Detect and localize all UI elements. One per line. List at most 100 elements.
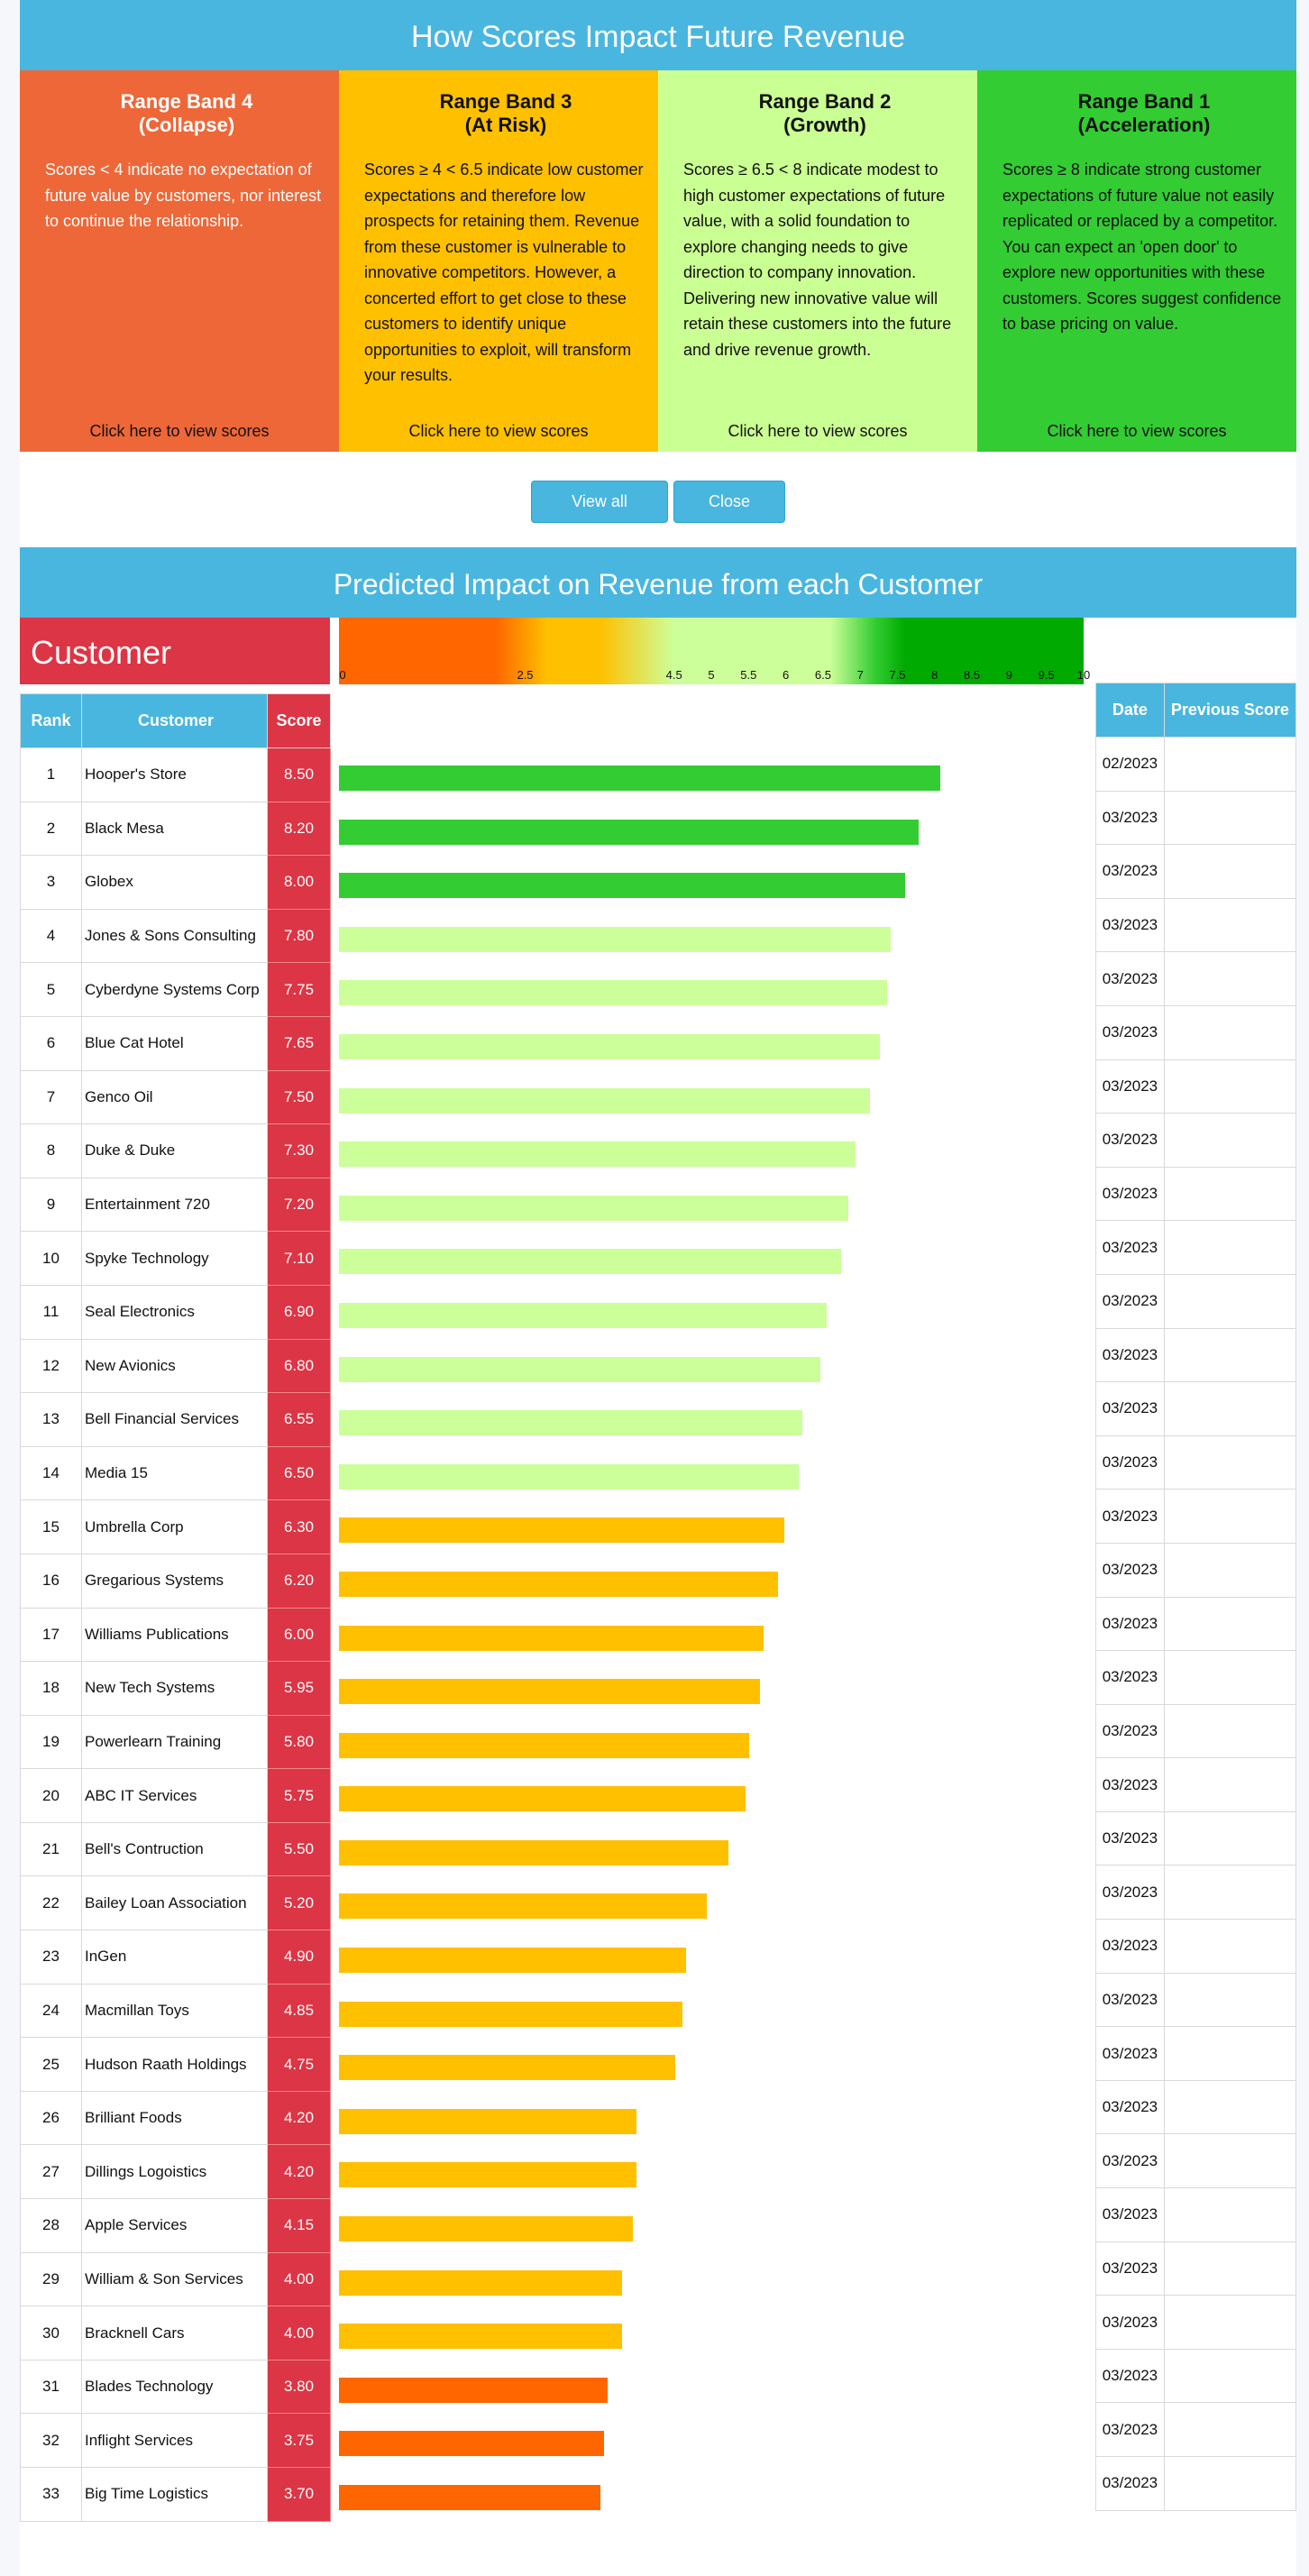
- previous-score-cell: [1163, 1757, 1297, 1812]
- table-row[interactable]: 17 Williams Publications 6.00: [20, 1607, 331, 1663]
- table-row[interactable]: 8 Duke & Duke 7.30: [20, 1123, 331, 1178]
- table-row[interactable]: 03/2023: [1095, 1059, 1297, 1114]
- table-row[interactable]: 03/2023: [1095, 1273, 1297, 1329]
- rank-cell: 7: [20, 1069, 82, 1125]
- table-row[interactable]: 32 Inflight Services 3.75: [20, 2413, 331, 2468]
- table-row[interactable]: 03/2023: [1095, 2079, 1297, 2135]
- table-row[interactable]: 03/2023: [1095, 1435, 1297, 1490]
- table-row[interactable]: 1 Hooper's Store 8.50: [20, 747, 331, 802]
- table-row[interactable]: 03/2023: [1095, 1004, 1297, 1060]
- table-row[interactable]: 16 Gregarious Systems 6.20: [20, 1553, 331, 1609]
- customer-name-cell: Apple Services: [81, 2198, 268, 2253]
- table-row[interactable]: 03/2023: [1095, 1972, 1297, 2028]
- table-row[interactable]: 03/2023: [1095, 1220, 1297, 1275]
- table-row[interactable]: 03/2023: [1095, 1542, 1297, 1598]
- customer-column-header[interactable]: Customer: [81, 693, 268, 748]
- table-row[interactable]: 4 Jones & Sons Consulting 7.80: [20, 908, 331, 964]
- table-row[interactable]: 25 Hudson Raath Holdings 4.75: [20, 2037, 331, 2092]
- table-row[interactable]: 22 Bailey Loan Association 5.20: [20, 1875, 331, 1931]
- table-row[interactable]: 18 New Tech Systems 5.95: [20, 1661, 331, 1716]
- bar-row: [339, 1231, 1084, 1285]
- table-row[interactable]: 28 Apple Services 4.15: [20, 2198, 331, 2253]
- rank-cell: 11: [20, 1284, 82, 1340]
- rank-column-header[interactable]: Rank: [20, 693, 82, 748]
- table-row[interactable]: 03/2023: [1095, 1811, 1297, 1866]
- table-row[interactable]: 03/2023: [1095, 2295, 1297, 2350]
- view-all-scores-button[interactable]: View all scores: [531, 480, 668, 551]
- score-cell: 8.20: [267, 801, 331, 857]
- table-row[interactable]: 30 Bracknell Cars 4.00: [20, 2306, 331, 2361]
- table-row[interactable]: 02/2023: [1095, 737, 1297, 792]
- table-row[interactable]: 2 Black Mesa 8.20: [20, 801, 331, 857]
- table-row[interactable]: 03/2023: [1095, 2133, 1297, 2189]
- customer-name-cell: Williams Publications: [81, 1607, 268, 1663]
- table-row[interactable]: 19 Powerlearn Training 5.80: [20, 1714, 331, 1770]
- table-row[interactable]: 23 InGen 4.90: [20, 1930, 331, 1985]
- previous-score-cell: [1163, 2348, 1297, 2404]
- score-bar: [339, 2162, 636, 2188]
- table-row[interactable]: 27 Dillings Logoistics 4.20: [20, 2144, 331, 2200]
- table-row[interactable]: 12 New Avionics 6.80: [20, 1338, 331, 1394]
- customer-name-cell: Dillings Logoistics: [81, 2144, 268, 2200]
- table-row[interactable]: 03/2023: [1095, 1757, 1297, 1812]
- customer-name-cell: Globex: [81, 855, 268, 910]
- previous-score-cell: [1163, 790, 1297, 846]
- view-band-3-scores-link[interactable]: Click here to view scores: [408, 422, 589, 440]
- table-row[interactable]: 13 Bell Financial Services 6.55: [20, 1392, 331, 1447]
- table-row[interactable]: 03/2023: [1095, 790, 1297, 846]
- table-row[interactable]: 6 Blue Cat Hotel 7.65: [20, 1015, 331, 1071]
- table-row[interactable]: 03/2023: [1095, 2402, 1297, 2457]
- table-row[interactable]: 03/2023: [1095, 2026, 1297, 2081]
- score-cell: 5.75: [267, 1768, 331, 1823]
- table-row[interactable]: 31 Blades Technology 3.80: [20, 2359, 331, 2415]
- table-row[interactable]: 29 William & Son Services 4.00: [20, 2251, 331, 2307]
- table-row[interactable]: 03/2023: [1095, 844, 1297, 899]
- table-row[interactable]: 33 Big Time Logistics 3.70: [20, 2467, 331, 2522]
- table-row[interactable]: 21 Bell's Contruction 5.50: [20, 1821, 331, 1877]
- table-row[interactable]: 03/2023: [1095, 2348, 1297, 2404]
- previous-score-column-header[interactable]: Previous Score: [1163, 683, 1297, 738]
- table-row[interactable]: 03/2023: [1095, 2187, 1297, 2242]
- date-cell: 03/2023: [1095, 790, 1165, 846]
- table-row[interactable]: 26 Brilliant Foods 4.20: [20, 2090, 331, 2146]
- table-row[interactable]: 03/2023: [1095, 1489, 1297, 1544]
- table-row[interactable]: 03/2023: [1095, 2456, 1297, 2511]
- table-row[interactable]: 15 Umbrella Corp 6.30: [20, 1499, 331, 1554]
- view-band-1-scores-link[interactable]: Click here to view scores: [1047, 422, 1227, 440]
- table-row[interactable]: 03/2023: [1095, 1596, 1297, 1652]
- view-band-4-scores-link[interactable]: Click here to view scores: [89, 422, 270, 440]
- table-row[interactable]: 03/2023: [1095, 1381, 1297, 1436]
- customer-table: Rank Customer Score 1 Hooper's Store 8.50 2…: [20, 693, 331, 2522]
- score-bar: [339, 1195, 848, 1221]
- score-cell: 3.70: [267, 2467, 331, 2522]
- scale-tick-label: 5: [708, 668, 715, 682]
- table-row[interactable]: 9 Entertainment 720 7.20: [20, 1177, 331, 1233]
- table-row[interactable]: 24 Macmillan Toys 4.85: [20, 1983, 331, 2039]
- table-row[interactable]: 10 Spyke Technology 7.10: [20, 1231, 331, 1286]
- previous-score-cell: [1163, 1703, 1297, 1759]
- table-row[interactable]: 3 Globex 8.00: [20, 855, 331, 910]
- table-row[interactable]: 03/2023: [1095, 1166, 1297, 1222]
- date-column-header[interactable]: Date: [1095, 683, 1165, 738]
- table-row[interactable]: 03/2023: [1095, 1865, 1297, 1921]
- score-cell: 8.50: [267, 747, 331, 802]
- table-row[interactable]: 14 Media 15 6.50: [20, 1445, 331, 1501]
- table-row[interactable]: 11 Seal Electronics 6.90: [20, 1284, 331, 1340]
- table-row[interactable]: 03/2023: [1095, 1327, 1297, 1383]
- table-row[interactable]: 03/2023: [1095, 1703, 1297, 1759]
- table-row[interactable]: 20 ABC IT Services 5.75: [20, 1768, 331, 1823]
- table-row[interactable]: 5 Cyberdyne Systems Corp 7.75: [20, 962, 331, 1017]
- table-row[interactable]: 03/2023: [1095, 2241, 1297, 2296]
- view-band-2-scores-link[interactable]: Click here to view scores: [728, 422, 908, 440]
- table-row[interactable]: 03/2023: [1095, 951, 1297, 1006]
- table-row[interactable]: 03/2023: [1095, 1650, 1297, 1705]
- score-column-header[interactable]: Score: [267, 693, 331, 748]
- table-row[interactable]: 7 Genco Oil 7.50: [20, 1069, 331, 1125]
- previous-score-cell: [1163, 1059, 1297, 1114]
- close-table-button[interactable]: Close Table: [673, 480, 785, 551]
- table-row[interactable]: 03/2023: [1095, 897, 1297, 953]
- rank-cell: 22: [20, 1875, 82, 1931]
- bar-row: [339, 2360, 1084, 2414]
- table-row[interactable]: 03/2023: [1095, 1919, 1297, 1974]
- table-row[interactable]: 03/2023: [1095, 1113, 1297, 1168]
